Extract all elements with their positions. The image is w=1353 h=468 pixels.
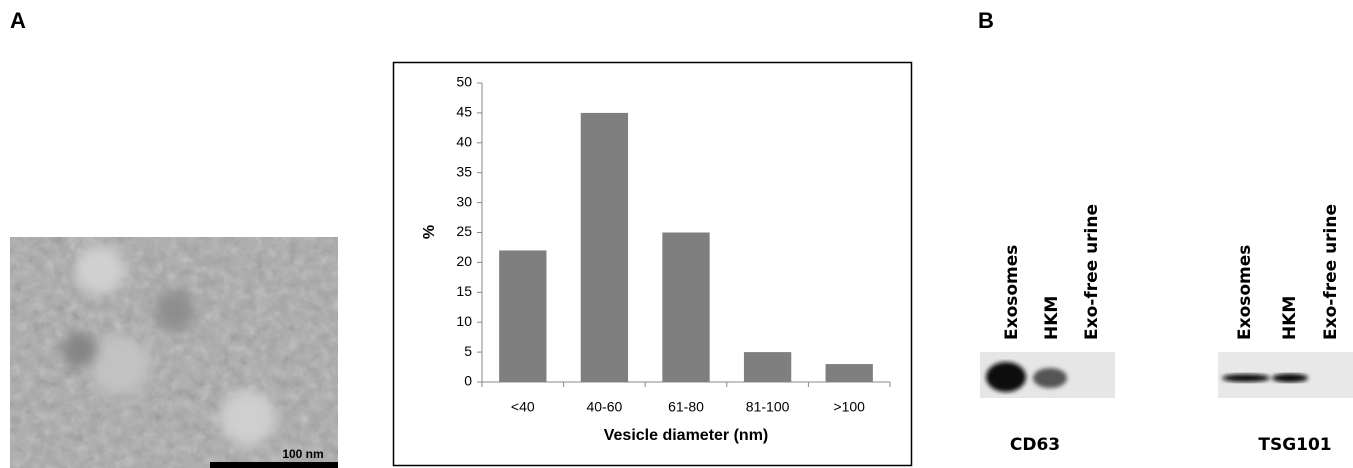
y-tick-label: 25 bbox=[456, 223, 472, 239]
x-tick-label: 40-60 bbox=[586, 399, 622, 415]
y-tick-label: 45 bbox=[456, 104, 472, 120]
y-axis-label: % bbox=[421, 225, 438, 239]
lane-label: HKM bbox=[1042, 296, 1062, 340]
bar bbox=[744, 352, 791, 382]
marker-label: CD63 bbox=[1010, 435, 1060, 455]
x-tick-label: 61-80 bbox=[668, 399, 704, 415]
bar bbox=[662, 233, 709, 383]
lane-label: HKM bbox=[1280, 296, 1300, 340]
marker-label: TSG101 bbox=[1258, 435, 1331, 455]
y-tick-label: 5 bbox=[464, 343, 472, 359]
lane-label: Exo-free urine bbox=[1321, 204, 1341, 340]
lane-label: Exosomes bbox=[1235, 245, 1255, 340]
y-tick-label: 50 bbox=[456, 74, 472, 90]
micrograph: 100 nm bbox=[10, 237, 338, 468]
x-tick-label: 81-100 bbox=[746, 399, 790, 415]
y-tick-label: 0 bbox=[464, 373, 472, 389]
lane-label: Exosomes bbox=[1002, 245, 1022, 340]
lane-label: Exo-free urine bbox=[1082, 204, 1102, 340]
x-tick-label: >100 bbox=[833, 399, 865, 415]
bar bbox=[581, 113, 628, 382]
bar bbox=[826, 364, 873, 382]
scale-bar-label: 100 nm bbox=[282, 447, 323, 461]
blot-labels: Exosomes HKM Exo-free urine CD63 Exosomes HKM… bbox=[1002, 204, 1341, 455]
y-tick-label: 30 bbox=[456, 193, 472, 209]
chart: 0 5 10 15 20 25 30 35 40 45 50 <40 40-60 61-80 81-100 >… bbox=[394, 63, 912, 466]
western-blots bbox=[980, 352, 1353, 398]
y-tick-label: 10 bbox=[456, 313, 472, 329]
x-tick-label: <40 bbox=[511, 399, 535, 415]
panel-label: A bbox=[10, 8, 26, 33]
x-axis-label: Vesicle diameter (nm) bbox=[604, 427, 769, 444]
y-tick-label: 15 bbox=[456, 283, 472, 299]
bar bbox=[499, 250, 546, 382]
figure: A B 100 nm 0 5 10 15 20 25 30 35 40 45 50 <40 40-60 6… bbox=[0, 0, 1353, 468]
panel-label: B bbox=[978, 8, 994, 33]
y-tick-label: 40 bbox=[456, 134, 472, 150]
y-tick-label: 20 bbox=[456, 253, 472, 269]
y-tick-label: 35 bbox=[456, 163, 472, 179]
